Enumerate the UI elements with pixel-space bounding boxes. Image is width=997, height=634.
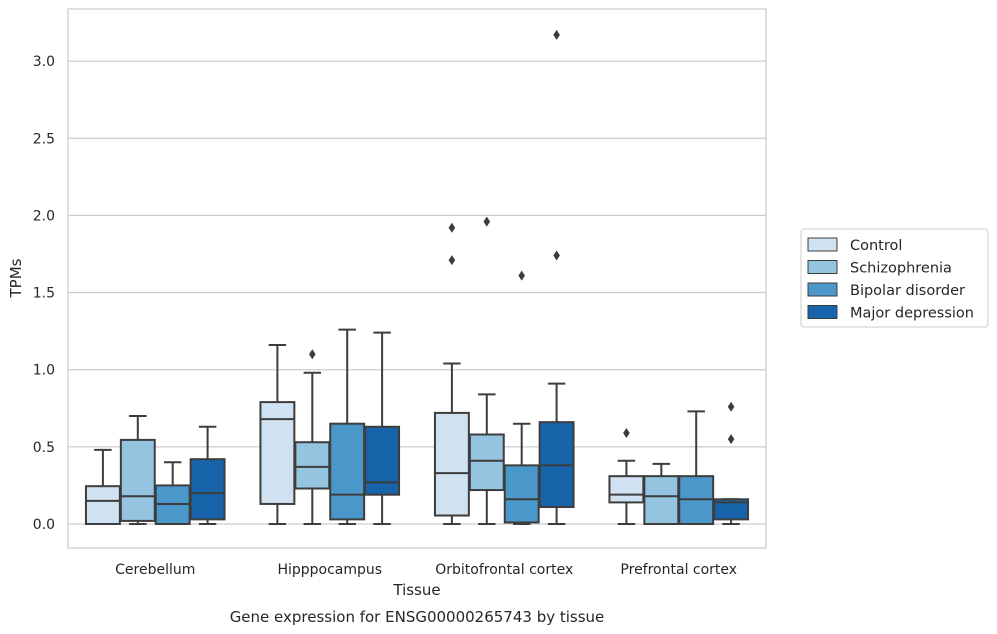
legend-item: Control: [807, 237, 902, 254]
box: [259, 344, 296, 525]
legend-swatch: [807, 305, 838, 319]
legend-item: Major depression: [807, 305, 974, 322]
y-tick-label: 0.5: [33, 440, 55, 456]
box-iqr: [259, 401, 296, 505]
legend-swatch: [807, 282, 838, 297]
x-tick-label: Cerebellum: [115, 562, 195, 578]
box: [433, 222, 470, 525]
x-tick-label: Orbitofrontal cortex: [435, 562, 573, 578]
y-tick-label: 3.0: [33, 54, 55, 70]
x-tick-label: Prefrontal cortex: [620, 562, 737, 578]
outlier-point: [553, 250, 560, 261]
box: [119, 414, 156, 525]
legend-label: Control: [850, 238, 902, 254]
box-iqr: [468, 433, 505, 492]
y-tick-label: 0.0: [33, 517, 55, 533]
legend-item: Bipolar disorder: [807, 282, 965, 299]
y-tick-label: 2.0: [33, 208, 55, 224]
legend-label: Major depression: [850, 306, 974, 322]
y-tick-label: 1.0: [33, 363, 55, 379]
box: [608, 427, 645, 525]
outlier-point: [727, 434, 735, 445]
plot-frame: [67, 8, 767, 549]
x-axis-ticks: Cerebellum Hipppocampus Orbitofrontal cort…: [115, 562, 737, 578]
x-axis-label: Tissue: [392, 581, 440, 599]
box-iqr: [364, 425, 401, 496]
box: [364, 331, 401, 525]
box-iqr: [608, 475, 645, 504]
outlier-point: [448, 255, 456, 266]
box-iqr: [294, 441, 331, 490]
box: [154, 461, 191, 525]
outlier-point: [727, 401, 735, 412]
box: [189, 425, 226, 525]
legend-swatch: [807, 237, 838, 252]
box: [678, 410, 715, 525]
outlier-point: [483, 216, 491, 227]
legend-item: Schizophrenia: [807, 260, 952, 277]
box-iqr: [84, 485, 121, 526]
y-tick-label: 2.5: [33, 131, 55, 147]
box-iqr: [713, 498, 750, 521]
x-tick-label: Hipppocampus: [277, 562, 382, 578]
legend: Control Schizophrenia Bipolar disorder Majo…: [800, 228, 989, 328]
figure-caption: Gene expression for ENSG00000265743 by t…: [230, 608, 605, 626]
box-iqr: [189, 458, 226, 521]
box: [294, 349, 331, 525]
outlier-point: [309, 349, 316, 360]
box: [503, 270, 540, 525]
outlier-point: [448, 222, 456, 233]
grid-lines: [68, 60, 766, 525]
plot-marks: [84, 29, 750, 526]
outlier-point: [553, 29, 560, 40]
box-iqr: [643, 475, 680, 525]
y-tick-label: 1.5: [33, 286, 55, 302]
box-iqr: [329, 422, 366, 521]
legend-label: Schizophrenia: [850, 261, 952, 277]
box: [468, 216, 505, 525]
box-iqr: [119, 438, 156, 522]
box-iqr: [433, 411, 470, 517]
y-axis-ticks: 0.0 0.5 1.0 1.5 2.0 2.5 3.0: [33, 54, 55, 533]
box: [538, 29, 575, 525]
legend-label: Bipolar disorder: [850, 283, 965, 299]
box: [84, 448, 121, 526]
box: [713, 401, 750, 525]
outlier-point: [518, 270, 525, 281]
outlier-point: [623, 427, 630, 438]
legend-frame: [800, 228, 989, 328]
box-iqr: [503, 464, 540, 524]
legend-swatch: [807, 260, 838, 274]
y-axis-label: TPMs: [7, 258, 25, 298]
box: [329, 328, 366, 525]
box: [643, 462, 680, 525]
